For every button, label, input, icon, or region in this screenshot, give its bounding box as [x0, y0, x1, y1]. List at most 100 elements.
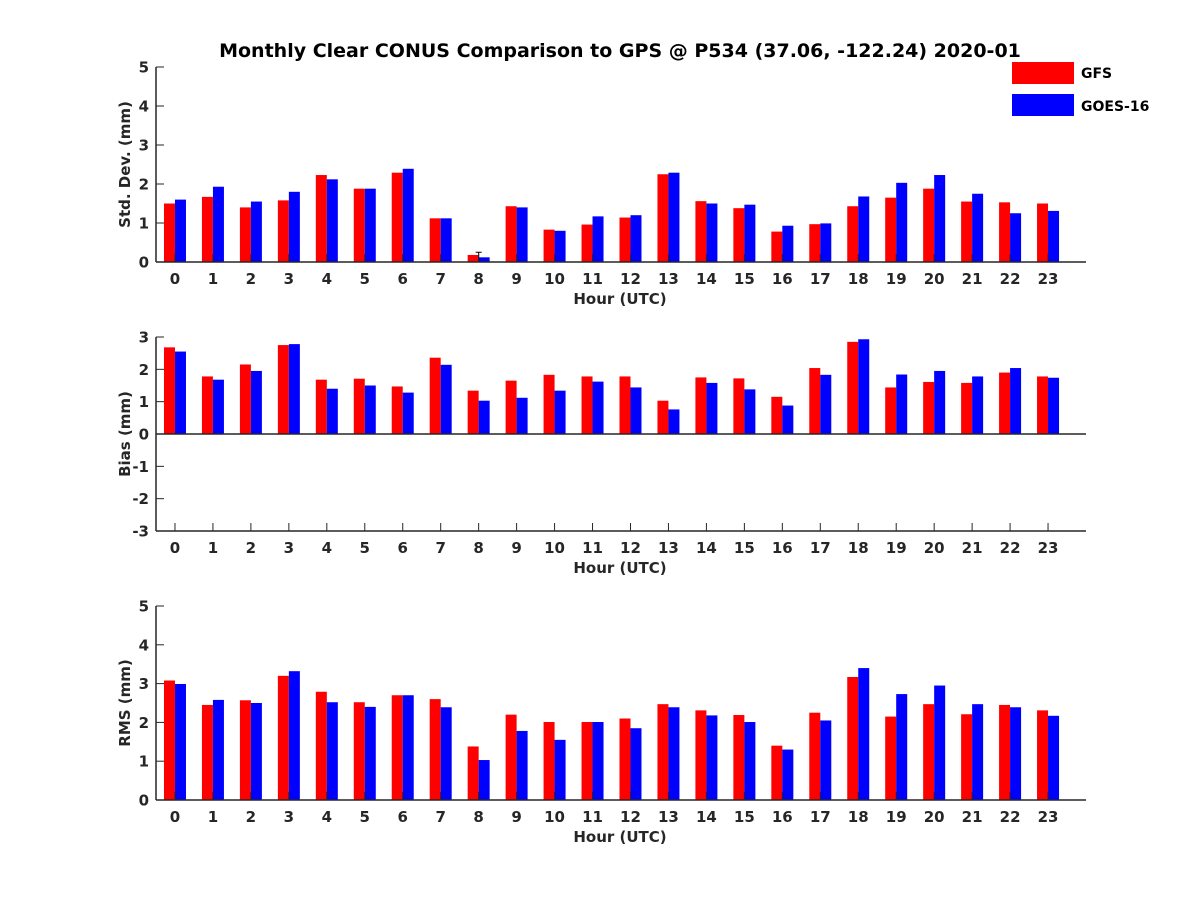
bar-gfs-hour-9	[505, 380, 517, 434]
bar-gfs-hour-4	[315, 379, 327, 434]
x-tick-label: 22	[1000, 270, 1021, 288]
bar-gfs-hour-17	[809, 224, 821, 262]
bar-goes16-hour-17	[820, 374, 832, 434]
bar-goes16-hour-23	[1048, 210, 1060, 262]
bar-goes16-hour-15	[744, 722, 756, 800]
bar-gfs-hour-5	[353, 378, 365, 434]
bar-goes16-hour-1	[212, 379, 224, 434]
bar-goes16-hour-7	[440, 707, 452, 800]
bar-goes16-hour-21	[972, 704, 984, 800]
bar-gfs-hour-2	[239, 207, 251, 262]
bar-gfs-hour-6	[391, 386, 403, 434]
bar-gfs-hour-10	[543, 722, 555, 800]
bar-gfs-hour-14	[695, 710, 707, 800]
x-tick-label: 14	[696, 539, 717, 557]
x-tick-label: 21	[962, 539, 983, 557]
bar-goes16-hour-21	[972, 376, 984, 434]
bar-goes16-hour-16	[782, 749, 794, 800]
bar-goes16-hour-22	[1010, 213, 1022, 262]
bar-goes16-hour-14	[706, 203, 718, 262]
bar-gfs-hour-15	[733, 208, 745, 262]
bar-goes16-hour-18	[858, 196, 870, 262]
bar-goes16-hour-7	[440, 218, 452, 262]
x-tick-label: 5	[360, 270, 370, 288]
x-tick-label: 10	[544, 808, 565, 826]
bar-goes16-hour-17	[820, 720, 832, 800]
bar-goes16-hour-4	[326, 179, 338, 262]
bar-gfs-hour-7	[429, 357, 441, 434]
x-tick-label: 4	[322, 808, 332, 826]
bar-goes16-hour-3	[288, 344, 300, 434]
y-tick-label: 5	[139, 59, 149, 77]
bar-gfs-hour-10	[543, 229, 555, 262]
bar-goes16-hour-0	[174, 683, 186, 800]
bar-goes16-hour-12	[630, 215, 642, 262]
y-tick-label: 4	[139, 98, 149, 116]
x-tick-label: 0	[170, 539, 180, 557]
bar-gfs-hour-4	[315, 175, 327, 262]
bar-goes16-hour-6	[402, 392, 414, 434]
bar-goes16-hour-19	[896, 694, 908, 800]
figure-title: Monthly Clear CONUS Comparison to GPS @ …	[219, 40, 1021, 62]
y-tick-label: 1	[139, 753, 149, 771]
bar-gfs-hour-0	[163, 347, 175, 434]
y-tick-label: 1	[139, 215, 149, 233]
bar-gfs-hour-19	[885, 197, 897, 262]
bar-goes16-hour-6	[402, 168, 414, 262]
x-tick-label: 10	[544, 270, 565, 288]
x-tick-label: 4	[322, 270, 332, 288]
x-tick-label: 8	[473, 539, 483, 557]
bar-gfs-hour-21	[961, 714, 973, 800]
bar-gfs-hour-1	[201, 376, 213, 434]
x-tick-label: 23	[1038, 539, 1059, 557]
x-tick-label: 22	[1000, 539, 1021, 557]
bar-goes16-hour-2	[250, 370, 262, 434]
bar-goes16-hour-8	[478, 760, 490, 800]
bar-goes16-hour-13	[668, 172, 680, 262]
bar-gfs-hour-1	[201, 704, 213, 800]
bar-goes16-hour-11	[592, 381, 604, 434]
bar-goes16-hour-17	[820, 223, 832, 262]
bar-gfs-hour-13	[657, 400, 669, 434]
bar-goes16-hour-8	[478, 400, 490, 434]
x-axis-label: Hour (UTC)	[573, 290, 666, 308]
x-tick-label: 5	[360, 539, 370, 557]
bar-gfs-hour-7	[429, 699, 441, 800]
bar-goes16-hour-1	[212, 186, 224, 262]
bar-gfs-hour-12	[619, 718, 631, 800]
bar-goes16-hour-22	[1010, 368, 1022, 434]
y-tick-label: 4	[139, 636, 149, 654]
bar-goes16-hour-9	[516, 397, 528, 434]
bar-gfs-hour-15	[733, 378, 745, 434]
x-tick-label: 9	[511, 539, 521, 557]
x-tick-label: 10	[544, 539, 565, 557]
y-tick-label: 2	[139, 361, 149, 379]
bar-goes16-hour-10	[554, 390, 566, 434]
bar-gfs-hour-14	[695, 377, 707, 434]
x-tick-label: 16	[772, 270, 793, 288]
y-tick-label: 2	[139, 714, 149, 732]
bar-goes16-hour-3	[288, 191, 300, 262]
y-tick-label: 2	[139, 176, 149, 194]
x-tick-label: 8	[473, 808, 483, 826]
y-axis-label: RMS (mm)	[116, 659, 134, 746]
x-tick-label: 20	[924, 808, 945, 826]
bar-gfs-hour-9	[505, 714, 517, 800]
x-tick-label: 18	[848, 270, 869, 288]
bar-goes16-hour-6	[402, 695, 414, 800]
x-tick-label: 14	[696, 270, 717, 288]
bar-goes16-hour-2	[250, 703, 262, 800]
bar-goes16-hour-22	[1010, 707, 1022, 800]
bar-gfs-hour-15	[733, 715, 745, 800]
bar-gfs-hour-22	[999, 704, 1011, 800]
bar-goes16-hour-10	[554, 230, 566, 262]
legend-swatch-gfs	[1012, 62, 1074, 84]
bar-gfs-hour-7	[429, 218, 441, 262]
bar-goes16-hour-5	[364, 188, 376, 262]
bar-gfs-hour-9	[505, 206, 517, 262]
bar-goes16-hour-16	[782, 405, 794, 434]
x-tick-label: 2	[246, 808, 256, 826]
